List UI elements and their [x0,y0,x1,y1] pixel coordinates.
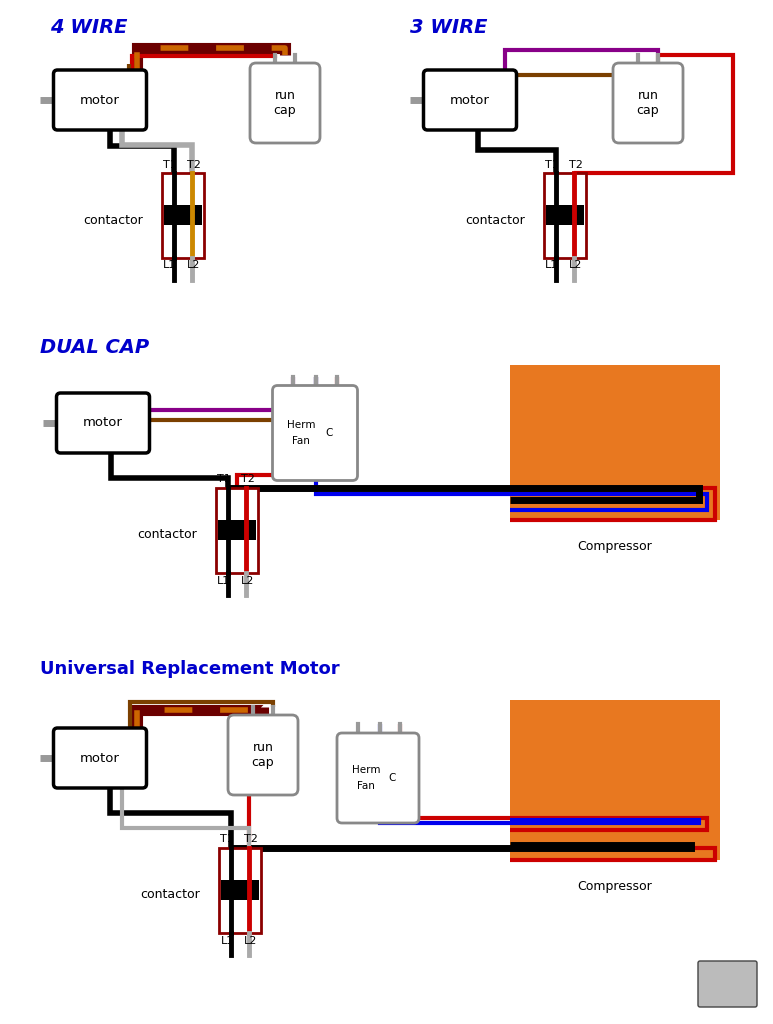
Text: motor: motor [80,752,120,765]
Text: L1: L1 [163,260,176,270]
Bar [216,487,258,572]
Text: run
cap: run cap [252,741,274,769]
Text: L2: L2 [241,575,254,586]
Text: Herm: Herm [287,420,315,430]
Text: Compressor: Compressor [577,540,652,553]
Bar [162,172,204,257]
Text: L1: L1 [220,936,233,945]
Bar [219,848,261,933]
Text: 4 WIRE: 4 WIRE [50,18,128,37]
Text: T1: T1 [220,835,234,845]
Text: motor: motor [83,417,123,429]
FancyBboxPatch shape [53,70,147,130]
FancyBboxPatch shape [56,393,149,453]
Text: L2: L2 [244,936,257,945]
Text: contactor: contactor [83,213,143,226]
FancyBboxPatch shape [337,733,419,823]
Text: L2: L2 [187,260,201,270]
Text: contactor: contactor [138,528,197,542]
Text: L2: L2 [569,260,583,270]
Bar [544,172,586,257]
Text: motor: motor [80,93,120,106]
Bar [546,205,584,225]
Text: T2: T2 [244,835,258,845]
Text: C: C [325,428,332,438]
Text: T2: T2 [241,474,255,484]
Bar [164,205,202,225]
Text: run
cap: run cap [274,89,296,117]
Text: contactor: contactor [140,889,200,901]
FancyBboxPatch shape [613,63,683,143]
Text: Fan: Fan [292,436,310,446]
Text: Compressor: Compressor [577,880,652,893]
Bar [510,365,720,520]
FancyBboxPatch shape [53,728,147,788]
Text: T1: T1 [545,160,559,170]
Bar [510,700,720,860]
FancyBboxPatch shape [273,385,357,480]
Text: motor: motor [450,93,490,106]
Text: C: C [388,773,396,783]
Text: L1: L1 [217,575,230,586]
Text: Fan: Fan [357,781,375,791]
Bar [221,880,259,900]
Text: T1: T1 [217,474,231,484]
Text: Universal Replacement Motor: Universal Replacement Motor [40,660,339,678]
Bar [218,520,256,540]
FancyBboxPatch shape [424,70,516,130]
Text: 3 WIRE: 3 WIRE [410,18,488,37]
FancyBboxPatch shape [698,961,757,1007]
FancyBboxPatch shape [228,715,298,795]
Text: T2: T2 [569,160,583,170]
Text: DUAL CAP: DUAL CAP [40,338,149,357]
Text: contactor: contactor [465,213,525,226]
Text: Herm: Herm [352,765,380,775]
FancyBboxPatch shape [250,63,320,143]
Text: T2: T2 [187,160,201,170]
Text: L1: L1 [546,260,559,270]
Text: T1: T1 [163,160,177,170]
Text: run
cap: run cap [637,89,659,117]
